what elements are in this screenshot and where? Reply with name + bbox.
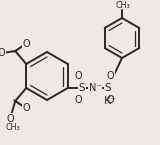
Text: O: O [22, 103, 30, 113]
Text: O: O [107, 71, 115, 81]
Text: S: S [104, 83, 111, 93]
Text: O: O [6, 114, 14, 124]
Text: CH₃: CH₃ [6, 123, 21, 132]
Text: O: O [75, 95, 83, 105]
Text: K⁺: K⁺ [104, 96, 117, 106]
Text: O: O [107, 95, 115, 105]
Text: CH₃: CH₃ [0, 48, 2, 57]
Text: CH₃: CH₃ [116, 1, 130, 10]
Text: O: O [0, 48, 5, 58]
Text: O: O [22, 39, 30, 49]
Text: O: O [75, 71, 83, 81]
Text: S: S [78, 83, 85, 93]
Text: N⁻: N⁻ [88, 83, 101, 93]
